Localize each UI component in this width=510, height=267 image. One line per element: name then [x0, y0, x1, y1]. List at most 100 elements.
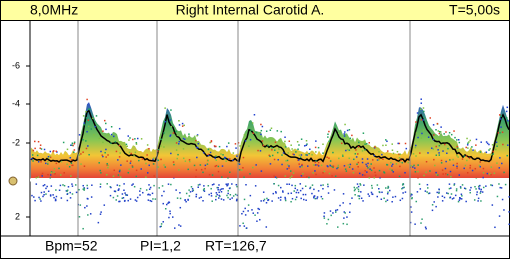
speckle: [357, 166, 359, 168]
speckle: [415, 145, 417, 147]
scale-label: -6: [12, 60, 20, 70]
speckle: [402, 192, 404, 194]
speckle: [33, 196, 35, 198]
speckle: [220, 153, 222, 155]
speckle: [332, 152, 334, 154]
speckle: [164, 107, 166, 109]
speckle: [344, 131, 346, 133]
speckle: [110, 142, 112, 144]
speckle: [124, 192, 126, 194]
speckle: [98, 222, 100, 224]
speckle: [353, 159, 355, 161]
speckle: [262, 126, 264, 128]
speckle: [127, 135, 128, 137]
speckle: [160, 226, 162, 228]
speckle: [349, 211, 351, 213]
speckle: [170, 184, 172, 186]
speckle: [32, 154, 34, 156]
speckle: [405, 143, 407, 145]
speckle: [157, 166, 159, 168]
speckle: [130, 153, 132, 155]
speckle: [106, 163, 108, 165]
speckle: [149, 188, 151, 190]
speckle: [107, 154, 109, 156]
speckle: [155, 198, 157, 200]
speckle: [42, 173, 44, 175]
frequency: 8,0MHz: [30, 2, 78, 18]
speckle: [437, 149, 439, 151]
speckle: [343, 193, 345, 195]
speckle: [359, 198, 361, 200]
speckle: [116, 151, 118, 153]
speckle: [215, 156, 217, 158]
speckle: [138, 160, 140, 162]
speckle: [297, 148, 299, 150]
speckle: [293, 172, 295, 174]
speckle: [298, 163, 300, 165]
speckle: [427, 152, 429, 154]
speckle: [135, 152, 137, 154]
speckle: [149, 194, 151, 196]
speckle: [349, 149, 351, 151]
speckle: [462, 158, 464, 160]
speckle: [199, 184, 201, 186]
speckle: [282, 190, 284, 192]
speckle: [108, 165, 110, 167]
speckle: [215, 199, 217, 201]
speckle: [452, 159, 454, 161]
speckle: [273, 175, 275, 177]
speckle: [415, 171, 417, 173]
speckle: [226, 183, 228, 185]
speckle: [474, 199, 476, 201]
speckle: [402, 198, 404, 200]
speckle: [349, 166, 351, 168]
speckle: [179, 192, 181, 194]
speckle: [46, 186, 48, 188]
speckle: [399, 161, 401, 163]
speckle: [267, 145, 269, 147]
speckle: [411, 211, 413, 213]
speckle: [382, 145, 384, 147]
speckle: [359, 173, 361, 175]
speckle: [259, 209, 261, 211]
speckle: [52, 194, 54, 196]
speckle: [293, 154, 295, 156]
speckle: [441, 162, 443, 164]
speckle: [284, 141, 286, 143]
speckle: [38, 176, 40, 178]
speckle: [331, 175, 333, 177]
speckle: [119, 145, 121, 147]
speckle: [367, 193, 369, 195]
speckle: [421, 218, 423, 220]
speckle: [210, 152, 212, 154]
speckle: [86, 205, 88, 207]
speckle: [461, 194, 463, 196]
speckle: [261, 130, 263, 132]
speckle: [463, 168, 465, 170]
speckle: [300, 190, 302, 192]
speckle: [266, 198, 268, 200]
speckle: [211, 200, 213, 202]
speckle: [218, 192, 220, 194]
speckle: [335, 211, 337, 213]
speckle: [178, 141, 180, 143]
speckle: [177, 197, 179, 199]
speckle: [163, 221, 165, 223]
speckle: [423, 111, 425, 113]
speckle: [173, 161, 175, 163]
speckle: [453, 197, 455, 199]
speckle: [423, 119, 425, 121]
speckle: [291, 148, 293, 150]
speckle: [71, 159, 73, 161]
speckle: [153, 175, 155, 177]
speckle: [271, 200, 273, 202]
speckle: [272, 155, 274, 157]
speckle: [367, 167, 369, 169]
speckle: [47, 163, 49, 165]
speckle: [492, 144, 494, 146]
speckle: [291, 185, 293, 187]
speckle: [146, 189, 148, 191]
speckle: [303, 199, 305, 201]
speckle: [472, 170, 474, 172]
speckle: [425, 226, 427, 228]
